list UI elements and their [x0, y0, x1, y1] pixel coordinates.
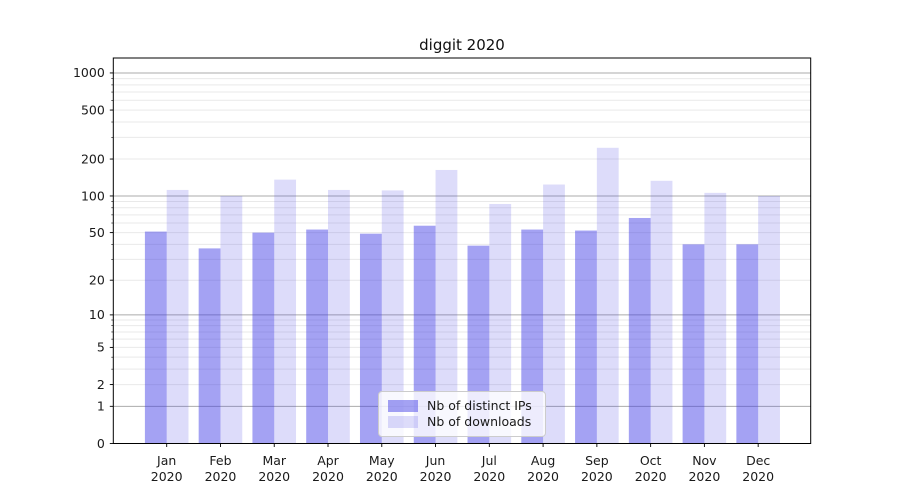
y-tick-label: 1000	[73, 65, 105, 80]
y-tick-label: 200	[81, 151, 105, 166]
bar-downloads-feb	[220, 195, 243, 444]
y-tick-label: 100	[81, 188, 105, 203]
x-tick-label-year: 2020	[151, 469, 183, 484]
y-tick-label: 500	[81, 102, 105, 117]
bar-downloads-jul	[489, 203, 512, 444]
legend-label-downloads: Nb of downloads	[427, 413, 532, 429]
x-tick-label-year: 2020	[688, 469, 720, 484]
x-tick-label-year: 2020	[473, 469, 505, 484]
legend-swatch-distinct-ips	[388, 399, 418, 412]
x-tick-label-month: May	[369, 453, 395, 468]
y-tick-label: 10	[89, 307, 105, 322]
legend-item-downloads: Nb of downloads	[388, 413, 536, 429]
bar-ips-jan	[144, 231, 167, 444]
chart-title: diggit 2020	[419, 36, 505, 54]
x-tick-label-year: 2020	[742, 469, 774, 484]
bar-downloads-sep	[596, 147, 619, 444]
bar-ips-mar	[252, 232, 275, 444]
y-tick-label: 50	[89, 225, 105, 240]
x-tick-label-year: 2020	[205, 469, 237, 484]
bar-ips-dec	[736, 244, 759, 444]
bar-ips-sep	[575, 230, 597, 444]
plot-border	[112, 57, 812, 444]
y-tick-label: 0	[97, 436, 105, 451]
legend-swatch-downloads	[388, 416, 418, 429]
legend-item-distinct-ips: Nb of distinct IPs	[388, 397, 536, 413]
bar-downloads-nov	[704, 192, 727, 444]
x-tick-label-month: Nov	[692, 453, 717, 468]
x-tick-label-year: 2020	[635, 469, 667, 484]
x-tick-label-month: Feb	[209, 453, 231, 468]
y-tick-label: 5	[97, 340, 105, 355]
bar-ips-aug	[521, 229, 544, 444]
x-tick-label-month: Jun	[425, 453, 446, 468]
bar-ips-nov	[682, 244, 705, 444]
x-tick-label-month: Jul	[481, 453, 497, 468]
bar-downloads-dec	[758, 195, 780, 444]
x-tick-label-year: 2020	[527, 469, 559, 484]
bar-ips-oct	[628, 217, 651, 444]
x-tick-label-year: 2020	[420, 469, 452, 484]
bar-downloads-apr	[328, 189, 350, 444]
bar-ips-apr	[306, 229, 329, 444]
bar-downloads-jan	[166, 189, 189, 444]
legend: Nb of distinct IPs Nb of downloads	[378, 391, 546, 437]
y-tick-label: 2	[97, 377, 105, 392]
y-tick-label: 1	[97, 399, 105, 414]
bar-ips-jun	[413, 225, 436, 444]
x-tick-label-month: Jan	[156, 453, 176, 468]
x-tick-label-year: 2020	[366, 469, 398, 484]
legend-label-distinct-ips: Nb of distinct IPs	[427, 397, 532, 413]
bar-downloads-mar	[274, 179, 297, 444]
y-tick-label: 20	[89, 273, 105, 288]
x-tick-label-year: 2020	[581, 469, 613, 484]
x-tick-label-month: Sep	[585, 453, 609, 468]
bar-downloads-may	[381, 190, 404, 444]
x-tick-label-year: 2020	[312, 469, 344, 484]
bar-ips-feb	[198, 248, 221, 444]
x-tick-label-month: Oct	[640, 453, 662, 468]
x-tick-label-month: Aug	[531, 453, 555, 468]
x-tick-label-month: Mar	[262, 453, 286, 468]
x-tick-label-month: Apr	[317, 453, 339, 468]
bar-downloads-oct	[650, 180, 673, 444]
x-tick-label-year: 2020	[258, 469, 290, 484]
bar-downloads-jun	[435, 169, 458, 444]
x-tick-label-month: Dec	[746, 453, 770, 468]
bar-ips-may	[359, 233, 382, 444]
bar-downloads-aug	[543, 184, 565, 444]
